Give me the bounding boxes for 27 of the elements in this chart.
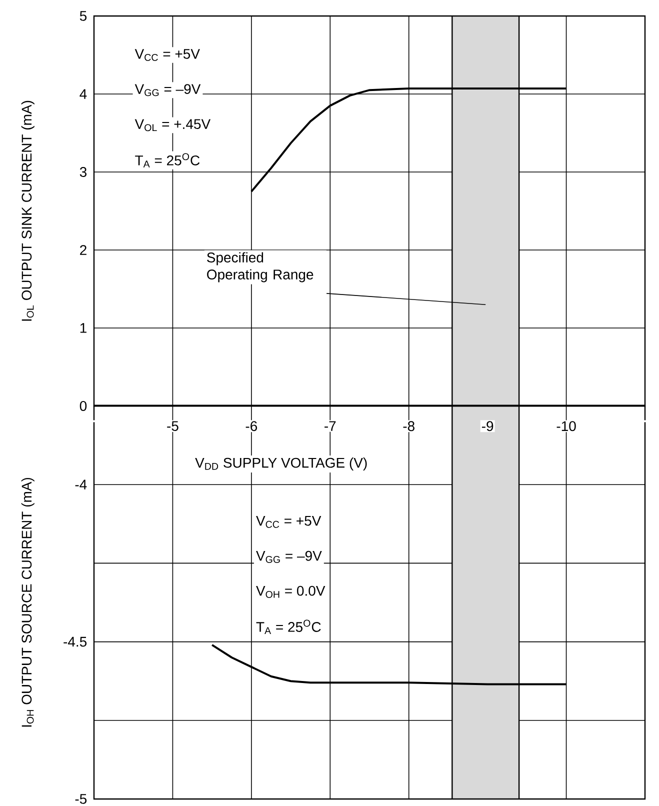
- y-tick-label: 1: [80, 323, 86, 333]
- annotation: V$_{CC}$ = +5V: [134, 49, 200, 61]
- annotation: V$_{OL}$ = +.45V: [134, 119, 211, 132]
- x-tick-label: -5: [167, 421, 178, 431]
- y-tick-label: 4: [80, 89, 87, 99]
- annotation: V$_{GG}$ = –9V: [256, 550, 322, 563]
- annotation: V$_{GG}$ = –9V: [134, 84, 201, 96]
- annotation: V$_{CC}$ = +5V: [256, 516, 322, 528]
- y-tick-label: 5: [80, 11, 87, 21]
- band-label: Specified Operating Range: [207, 252, 314, 282]
- y-tick-label: -4: [75, 480, 87, 490]
- y-axis-title: I$_{OH}$ OUTPUT SOURCE CURRENT (mA): [21, 478, 34, 727]
- x-tick-label: -6: [246, 421, 258, 432]
- y-tick-label: 2: [80, 245, 86, 255]
- x-tick-label: -10: [556, 421, 576, 432]
- annotation: T$_{A}$ = 25$^{O}$C: [256, 620, 321, 634]
- y-tick-label: -4.5: [64, 636, 87, 647]
- y-tick-label: -5: [75, 794, 87, 804]
- x-tick-label: -8: [403, 421, 414, 432]
- x-axis-title: V$_{DD}$ SUPPLY VOLTAGE (V): [195, 457, 367, 471]
- x-tick-label: -7: [324, 421, 336, 431]
- y-tick-label: 0: [80, 401, 87, 411]
- annotation: T$_{A}$ = 25$^{O}$C: [135, 153, 200, 168]
- x-tick-label: -9: [482, 421, 494, 432]
- y-axis-title: I$_{OL}$ OUTPUT SINK CURRENT (mA): [21, 100, 34, 321]
- annotation: V$_{OH}$ = 0.0V: [256, 586, 326, 598]
- y-tick-label: 3: [80, 167, 87, 177]
